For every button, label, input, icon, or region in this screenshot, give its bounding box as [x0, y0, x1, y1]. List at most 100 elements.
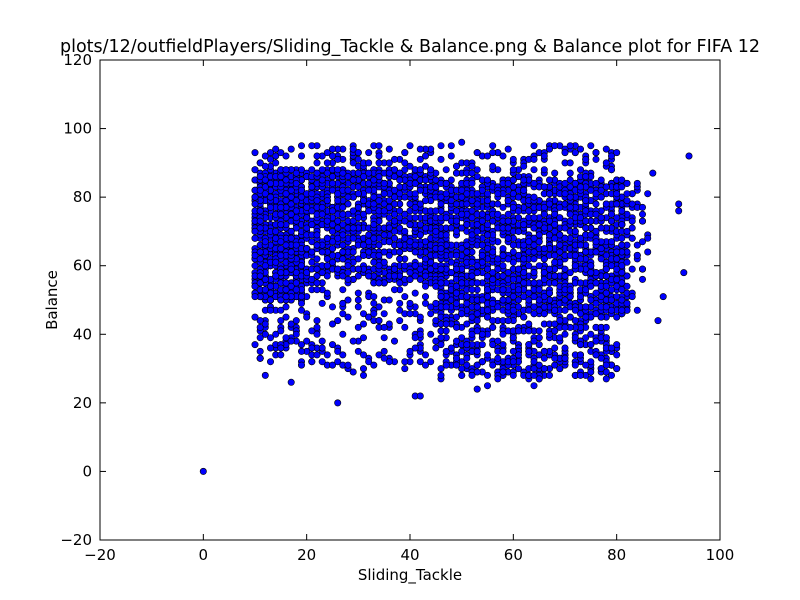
data-point: [602, 303, 610, 311]
data-point: [613, 275, 621, 283]
data-point: [375, 152, 383, 160]
data-point: [432, 337, 440, 345]
data-point: [473, 368, 481, 376]
data-point: [313, 159, 321, 167]
data-point: [390, 193, 398, 201]
data-point: [313, 231, 321, 239]
data-point: [520, 186, 528, 194]
data-point: [308, 248, 316, 256]
data-point: [571, 361, 579, 369]
data-point: [432, 344, 440, 352]
data-point: [463, 221, 471, 229]
data-point: [328, 221, 336, 229]
data-point: [638, 238, 646, 246]
data-point: [545, 176, 553, 184]
data-point: [390, 272, 398, 280]
data-point: [499, 286, 507, 294]
data-point: [421, 176, 429, 184]
data-point: [535, 262, 543, 270]
data-point: [339, 241, 347, 249]
data-point: [401, 217, 409, 225]
data-point: [277, 203, 285, 211]
data-point: [592, 200, 600, 208]
x-tick-label: 20: [297, 546, 316, 564]
data-point: [602, 265, 610, 273]
data-point: [287, 248, 295, 256]
data-point: [292, 207, 300, 215]
data-point: [509, 166, 517, 174]
data-point: [266, 358, 274, 366]
data-point: [385, 224, 393, 232]
data-point: [401, 293, 409, 301]
data-point: [277, 149, 285, 157]
data-point: [489, 142, 497, 150]
data-point: [287, 234, 295, 242]
data-point: [354, 265, 362, 273]
data-point: [540, 183, 548, 191]
data-point: [452, 169, 460, 177]
data-point: [334, 197, 342, 205]
data-point: [261, 330, 269, 338]
data-point: [421, 255, 429, 263]
data-point: [256, 354, 264, 362]
data-point: [261, 183, 269, 191]
data-point: [390, 210, 398, 218]
data-point: [354, 149, 362, 157]
data-point: [478, 210, 486, 218]
data-point: [385, 169, 393, 177]
data-point: [489, 275, 497, 283]
data-point: [261, 176, 269, 184]
data-point: [292, 330, 300, 338]
data-point: [437, 279, 445, 287]
data-point: [659, 293, 667, 301]
data-point: [349, 337, 357, 345]
data-point: [520, 313, 528, 321]
data-point: [261, 286, 269, 294]
data-point: [339, 221, 347, 229]
data-point: [303, 245, 311, 253]
data-point: [530, 337, 538, 345]
data-point: [478, 251, 486, 259]
data-point: [292, 214, 300, 222]
data-point: [633, 251, 641, 259]
data-point: [375, 351, 383, 359]
data-point: [613, 255, 621, 263]
data-point: [571, 262, 579, 270]
data-point: [468, 286, 476, 294]
data-point: [375, 303, 383, 311]
data-point: [442, 179, 450, 187]
data-point: [396, 248, 404, 256]
data-point: [638, 275, 646, 283]
data-point: [489, 149, 497, 157]
data-point: [582, 361, 590, 369]
data-point: [644, 190, 652, 198]
data-point: [344, 269, 352, 277]
data-point: [287, 265, 295, 273]
data-point: [272, 258, 280, 266]
data-point: [525, 320, 533, 328]
data-point: [328, 303, 336, 311]
x-tick-label: 40: [400, 546, 419, 564]
data-point: [365, 186, 373, 194]
data-point: [266, 155, 274, 163]
data-point: [297, 193, 305, 201]
data-point: [551, 221, 559, 229]
data-point: [675, 207, 683, 215]
data-point: [375, 197, 383, 205]
data-point: [566, 193, 574, 201]
data-point: [354, 272, 362, 280]
data-point: [442, 327, 450, 335]
data-point: [447, 197, 455, 205]
data-point: [509, 275, 517, 283]
data-point: [556, 241, 564, 249]
data-point: [318, 203, 326, 211]
data-point: [251, 262, 259, 270]
data-point: [463, 299, 471, 307]
data-point: [385, 145, 393, 153]
data-point: [530, 382, 538, 390]
data-point: [354, 214, 362, 222]
data-point: [365, 149, 373, 157]
x-tick-label: 100: [706, 546, 735, 564]
data-point: [442, 231, 450, 239]
data-point: [251, 166, 259, 174]
